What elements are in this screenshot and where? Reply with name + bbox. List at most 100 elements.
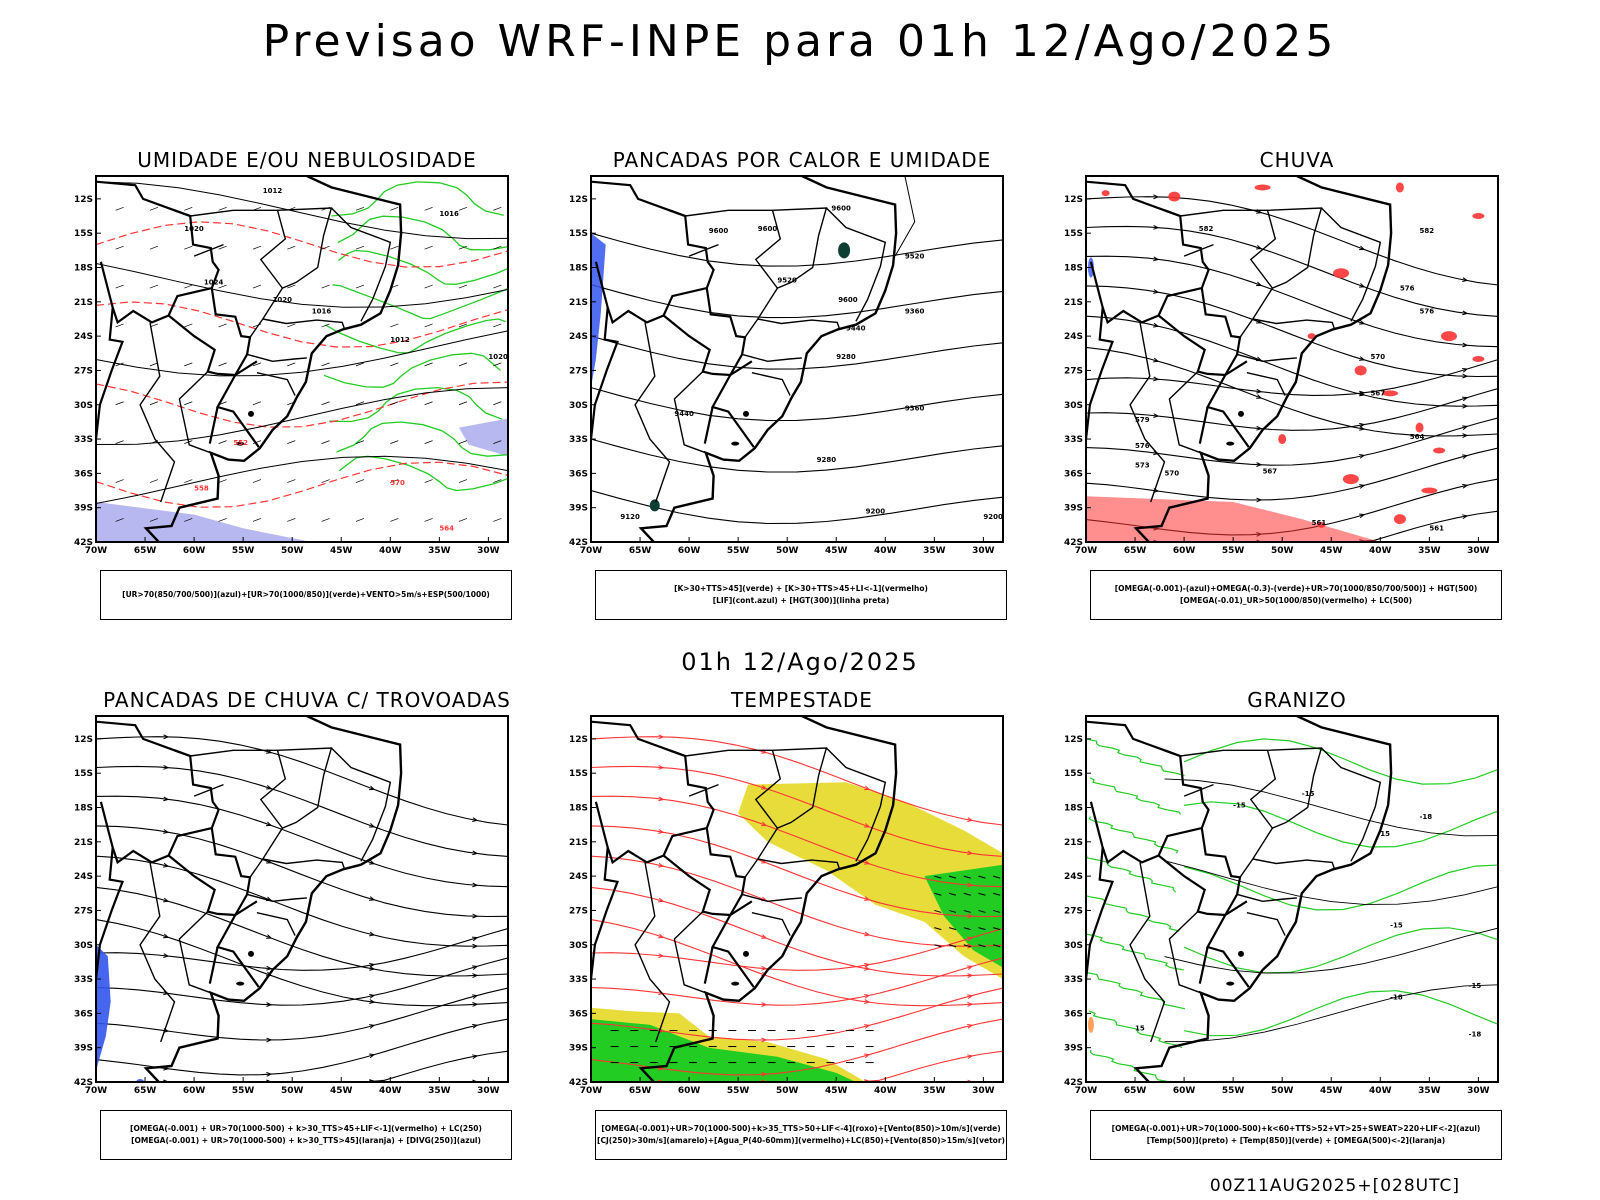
lat-tick-label: 21S [1064,838,1083,848]
contour-label: 15 [1380,830,1390,838]
lat-tick-label: 18S [74,804,93,814]
contour-label: 570 [1164,470,1179,478]
lon-tick-label: 50W [1271,546,1294,556]
contour-label: 1024 [204,279,224,287]
lat-tick-label: 30S [74,401,93,411]
lat-tick-label: 15S [74,769,93,779]
lon-tick-label: 45W [1320,1086,1343,1096]
lon-tick-label: 40W [1369,546,1392,556]
lat-tick-label: 39S [569,504,588,514]
contour-label: 9200 [866,507,886,515]
contour-label: 579 [1135,416,1150,424]
panel-title: PANCADAS DE CHUVA C/ TROVOADAS [103,688,511,712]
lat-tick-label: 42S [1064,538,1083,548]
lat-tick-label: 30S [1064,401,1083,411]
map-panel: PANCADAS POR CALOR E UMIDADE 9600 9600 9600… [567,148,1037,628]
lon-tick-label: 35W [428,546,451,556]
lat-tick-label: 18S [569,804,588,814]
lat-tick-label: 27S [569,906,588,916]
lat-tick-label: 27S [74,366,93,376]
lat-tick-label: 27S [569,366,588,376]
lon-tick-label: 65W [134,1086,157,1096]
lat-tick-label: 24S [1064,332,1083,342]
lat-tick-label: 21S [569,838,588,848]
legend-line: [OMEGA(-0.001)+UR>70(1000-500)+k<60+TTS>… [1111,1124,1481,1133]
contour-label: -15 [1233,802,1246,810]
contour-label: 1020 [184,225,204,233]
lon-tick-label: 70W [580,1086,603,1096]
lat-tick-label: 21S [1064,298,1083,308]
lat-tick-label: 12S [74,735,93,745]
contour-label: 9440 [846,324,866,332]
lon-tick-label: 40W [379,546,402,556]
lon-tick-label: 45W [1320,546,1343,556]
contour-label: 1016 [312,307,332,315]
lat-tick-label: 24S [74,332,93,342]
weather-map: 582 582 576 576 570 567 564 561 567 561 579 576 573 5… [1064,175,1499,556]
lon-tick-label: 60W [678,1086,701,1096]
lon-tick-label: 45W [330,546,353,556]
legend-line: [UR>70(850/700/500)](azul)+[UR>70(1000/8… [122,590,490,599]
contour-label: 9600 [709,227,729,235]
lon-tick-label: 70W [1075,1086,1098,1096]
legend-box: [OMEGA(-0.001)+UR>70(1000-500)+k<60+TTS>… [1090,1110,1502,1160]
lat-tick-label: 33S [74,435,93,445]
contour-label: -15 [1390,922,1403,930]
lat-tick-label: 36S [74,1009,93,1019]
map-panel: TEMPESTADE 12S 15S 18S 21S 24S 27S 30S 33S 36S 39S… [567,688,1037,1168]
contour-label: 9520 [777,276,797,284]
contour-label: -18 [1390,994,1403,1002]
lon-tick-label: 35W [923,1086,946,1096]
legend-line: [OMEGA(-0.001)-(azul)+OMEGA(-0.3)-(verde… [1114,584,1478,593]
contour-label: 564 [1410,433,1425,441]
lon-tick-label: 40W [874,546,897,556]
lat-tick-label: 33S [569,975,588,985]
lat-tick-label: 36S [1064,469,1083,479]
lat-tick-label: 18S [74,264,93,274]
contour-label: 1012 [263,187,283,195]
lat-tick-label: 33S [74,975,93,985]
lat-tick-label: 42S [1064,1078,1083,1088]
legend-line: [OMEGA(-0.001)+UR>70(1000-500)+k>35_TTS>… [601,1124,1001,1133]
lon-tick-label: 60W [1173,546,1196,556]
lon-tick-label: 35W [1418,1086,1441,1096]
lat-tick-label: 42S [569,538,588,548]
lat-tick-label: 30S [569,941,588,951]
map-panel: CHUVA 582 582 576 576 570 567 564 561 567 561 579 57… [1062,148,1532,628]
lat-tick-label: 12S [569,195,588,205]
contour-label: -18 [1420,813,1433,821]
contour-label: 582 [1420,227,1435,235]
map-panel: UMIDADE E/OU NEBULOSIDADE 1012 1016 1020 102… [72,148,542,628]
legend-line: [OMEGA(-0.001) + UR>70(1000-500) + k>30_… [131,1136,481,1145]
lon-tick-label: 60W [183,1086,206,1096]
legend-box: [UR>70(850/700/500)](azul)+[UR>70(1000/8… [100,570,512,620]
lat-tick-label: 36S [569,1009,588,1019]
contour-label: 9280 [817,456,837,464]
lat-tick-label: 27S [1064,366,1083,376]
lat-tick-label: 18S [1064,264,1083,274]
contour-label: 9600 [831,204,851,212]
contour-label: 1020 [488,353,508,361]
contour-label: 573 [1135,462,1150,470]
weather-map: 1012 1016 1020 1024 1020 1016 1012 1020 552 570 56… [74,175,509,556]
lat-tick-label: 24S [569,332,588,342]
lat-tick-label: 39S [1064,504,1083,514]
lat-tick-label: 12S [569,735,588,745]
contour-label: 9360 [905,404,925,412]
weather-map: 9600 9600 9600 9520 9520 9440 9360 9280 9360 9280… [569,175,1004,556]
lat-tick-label: 42S [74,1078,93,1088]
contour-label: -15 [1302,790,1315,798]
map-panel: GRANIZO -15 -18 -15 -18 -18 -15 -15 15 15 12S 15S 18… [1062,688,1532,1168]
contour-label: 576 [1400,284,1415,292]
lat-tick-label: 15S [1064,229,1083,239]
contour-label: 576 [1420,307,1435,315]
lon-tick-label: 65W [629,1086,652,1096]
contour-label: 1016 [439,210,459,218]
contour-label: 9520 [905,252,925,260]
lat-tick-label: 12S [74,195,93,205]
lat-tick-label: 24S [569,872,588,882]
lat-tick-label: 15S [74,229,93,239]
lat-tick-label: 30S [74,941,93,951]
lat-tick-label: 36S [74,469,93,479]
